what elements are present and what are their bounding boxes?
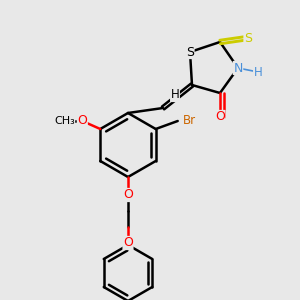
Text: O: O [123, 188, 133, 202]
Text: O: O [77, 115, 87, 128]
Text: CH₃: CH₃ [54, 116, 75, 126]
Text: N: N [233, 61, 243, 74]
Text: O: O [215, 110, 225, 124]
Text: O: O [123, 236, 133, 250]
Text: H: H [171, 88, 179, 101]
Text: H: H [254, 65, 262, 79]
Text: Br: Br [183, 115, 196, 128]
Text: S: S [244, 32, 252, 44]
Text: S: S [186, 46, 194, 59]
